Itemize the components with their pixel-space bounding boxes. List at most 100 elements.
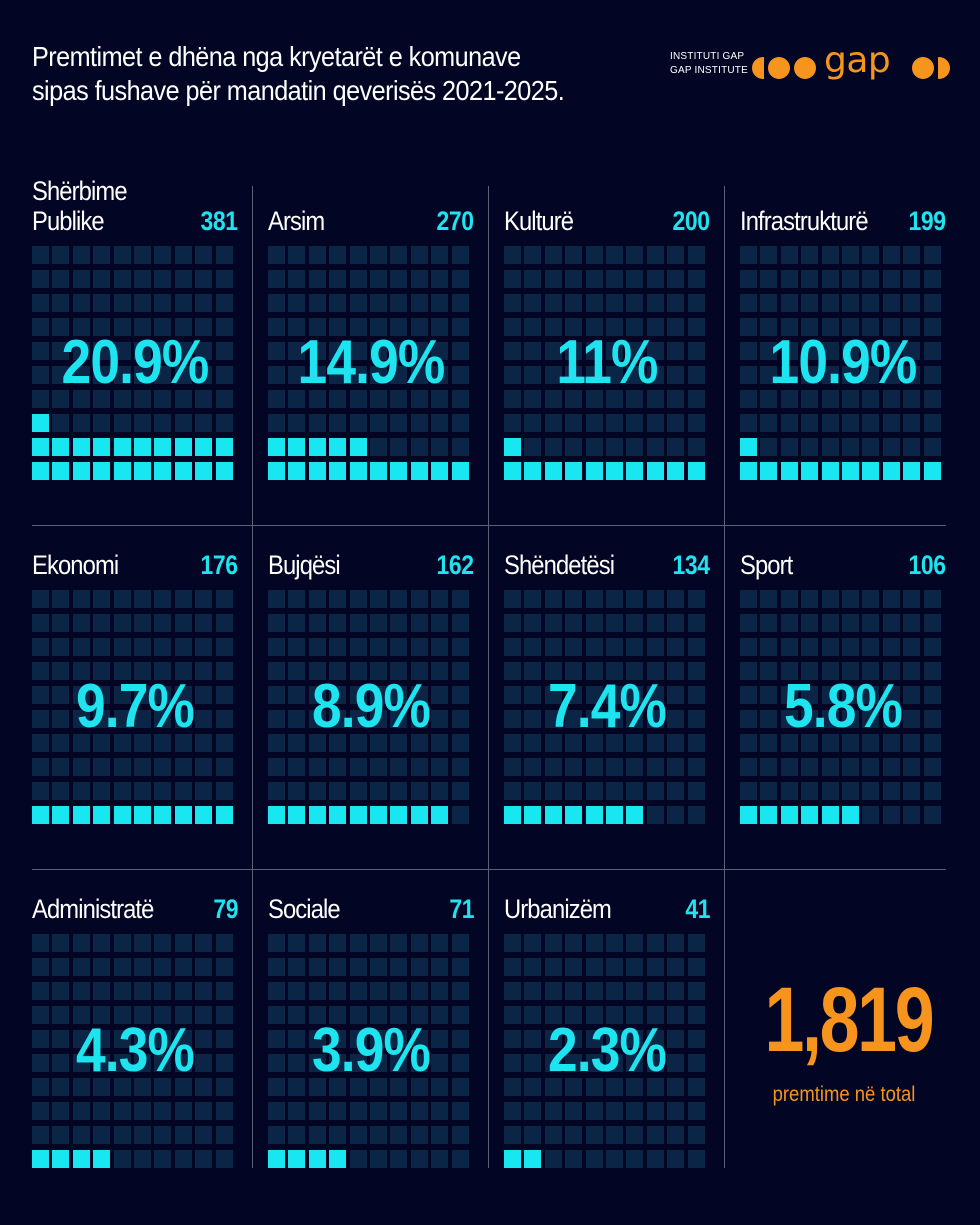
waffle-cell-empty bbox=[606, 1030, 623, 1048]
waffle-cell-empty bbox=[780, 246, 798, 264]
waffle-cell-empty bbox=[565, 614, 583, 632]
waffle-cell-empty bbox=[760, 638, 778, 656]
waffle-cell-empty bbox=[451, 782, 469, 800]
waffle-cell-empty bbox=[431, 294, 449, 312]
waffle-cell-empty bbox=[268, 1078, 285, 1096]
waffle-cell-empty bbox=[349, 758, 367, 776]
waffle-cell-empty bbox=[646, 982, 664, 1000]
waffle-cell-empty bbox=[646, 662, 664, 680]
waffle-cell-empty bbox=[93, 1054, 111, 1072]
waffle-cell-empty bbox=[801, 758, 819, 776]
waffle-cell-empty bbox=[862, 662, 880, 680]
waffle-cell-empty bbox=[134, 366, 151, 384]
waffle-cell-filled bbox=[288, 438, 306, 456]
waffle-cell-empty bbox=[842, 758, 859, 776]
waffle-cell-empty bbox=[329, 1102, 347, 1120]
waffle-cell-empty bbox=[32, 1030, 49, 1048]
waffle-cell-empty bbox=[72, 686, 90, 704]
waffle-cell-empty bbox=[801, 614, 819, 632]
waffle-cell-empty bbox=[308, 318, 326, 336]
category-name: Sport bbox=[740, 550, 793, 580]
category-name: Sociale bbox=[268, 894, 341, 924]
waffle-cell-empty bbox=[113, 246, 131, 264]
waffle-cell-empty bbox=[308, 1078, 326, 1096]
waffle-cell-empty bbox=[308, 686, 326, 704]
waffle-cell-empty bbox=[667, 958, 685, 976]
waffle-cell-filled bbox=[32, 1150, 49, 1168]
waffle-cell-empty bbox=[370, 1006, 387, 1024]
waffle-cell-empty bbox=[544, 318, 562, 336]
total-promises-caption: premtime në total bbox=[772, 1083, 916, 1106]
category-header: Sport 106 bbox=[740, 516, 946, 580]
waffle-cell-empty bbox=[740, 710, 757, 728]
waffle-cell-empty bbox=[923, 294, 941, 312]
waffle-cell-empty bbox=[780, 638, 798, 656]
waffle-cell-empty bbox=[504, 270, 521, 288]
waffle-cell-empty bbox=[154, 294, 172, 312]
waffle-cell-empty bbox=[390, 958, 408, 976]
waffle-cell-empty bbox=[268, 934, 285, 952]
waffle-cell-empty bbox=[52, 958, 70, 976]
waffle-cell-empty bbox=[504, 958, 521, 976]
waffle-cell-empty bbox=[195, 1150, 213, 1168]
category-header: Shëndetësi 134 bbox=[504, 516, 710, 580]
category-percentage: 7.4% bbox=[547, 672, 667, 741]
waffle-cell-empty bbox=[585, 438, 603, 456]
waffle-cell-empty bbox=[524, 686, 542, 704]
waffle-cell-empty bbox=[667, 246, 685, 264]
waffle-cell-empty bbox=[268, 270, 285, 288]
waffle-cell-filled bbox=[93, 806, 111, 824]
waffle-grid: 2.3% bbox=[504, 934, 710, 1169]
waffle-cell-empty bbox=[504, 1030, 521, 1048]
waffle-cell-empty bbox=[687, 246, 705, 264]
waffle-cell-empty bbox=[780, 438, 798, 456]
waffle-cell-empty bbox=[862, 390, 880, 408]
waffle-cell-empty bbox=[329, 934, 347, 952]
waffle-cell-filled bbox=[760, 806, 778, 824]
brand-block: INSTITUTI GAP GAP INSTITUTE gap bbox=[670, 41, 950, 84]
waffle-cell-empty bbox=[154, 366, 172, 384]
waffle-cell-empty bbox=[268, 390, 285, 408]
waffle-cell-empty bbox=[154, 662, 172, 680]
waffle-cell-empty bbox=[431, 934, 449, 952]
waffle-cell-empty bbox=[431, 342, 449, 360]
waffle-cell-empty bbox=[585, 1126, 603, 1144]
waffle-cell-empty bbox=[780, 734, 798, 752]
waffle-cell-empty bbox=[174, 958, 192, 976]
waffle-cell-empty bbox=[923, 318, 941, 336]
waffle-cell-empty bbox=[646, 638, 664, 656]
waffle-cell-empty bbox=[842, 734, 859, 752]
waffle-cell-filled bbox=[288, 806, 306, 824]
waffle-cell-filled bbox=[544, 462, 562, 480]
waffle-cell-empty bbox=[72, 614, 90, 632]
waffle-cell-empty bbox=[113, 1006, 131, 1024]
waffle-cell-empty bbox=[504, 734, 521, 752]
waffle-cell-filled bbox=[740, 462, 757, 480]
waffle-cell-empty bbox=[862, 318, 880, 336]
waffle-cell-empty bbox=[626, 1102, 644, 1120]
waffle-cell-empty bbox=[565, 414, 583, 432]
waffle-cell-empty bbox=[268, 686, 285, 704]
waffle-cell-empty bbox=[585, 1102, 603, 1120]
waffle-cell-filled bbox=[288, 1150, 306, 1168]
waffle-cell-empty bbox=[821, 366, 839, 384]
waffle-cell-empty bbox=[52, 1078, 70, 1096]
waffle-cell-filled bbox=[72, 1150, 90, 1168]
waffle-cell-filled bbox=[72, 462, 90, 480]
waffle-cell-empty bbox=[390, 1102, 408, 1120]
waffle-cell-empty bbox=[308, 958, 326, 976]
waffle-cell-empty bbox=[821, 710, 839, 728]
waffle-cell-empty bbox=[667, 390, 685, 408]
waffle-cell-filled bbox=[504, 438, 521, 456]
waffle-cell-empty bbox=[52, 390, 70, 408]
waffle-cell-empty bbox=[585, 294, 603, 312]
waffle-cell-empty bbox=[93, 734, 111, 752]
waffle-cell-empty bbox=[451, 590, 469, 608]
waffle-cell-empty bbox=[687, 342, 705, 360]
waffle-cell-empty bbox=[113, 734, 131, 752]
waffle-cell-empty bbox=[268, 1006, 285, 1024]
category-count: 200 bbox=[672, 206, 710, 236]
logo-dot-icon bbox=[912, 57, 934, 79]
waffle-cell-empty bbox=[113, 758, 131, 776]
waffle-cell-empty bbox=[585, 1054, 603, 1072]
